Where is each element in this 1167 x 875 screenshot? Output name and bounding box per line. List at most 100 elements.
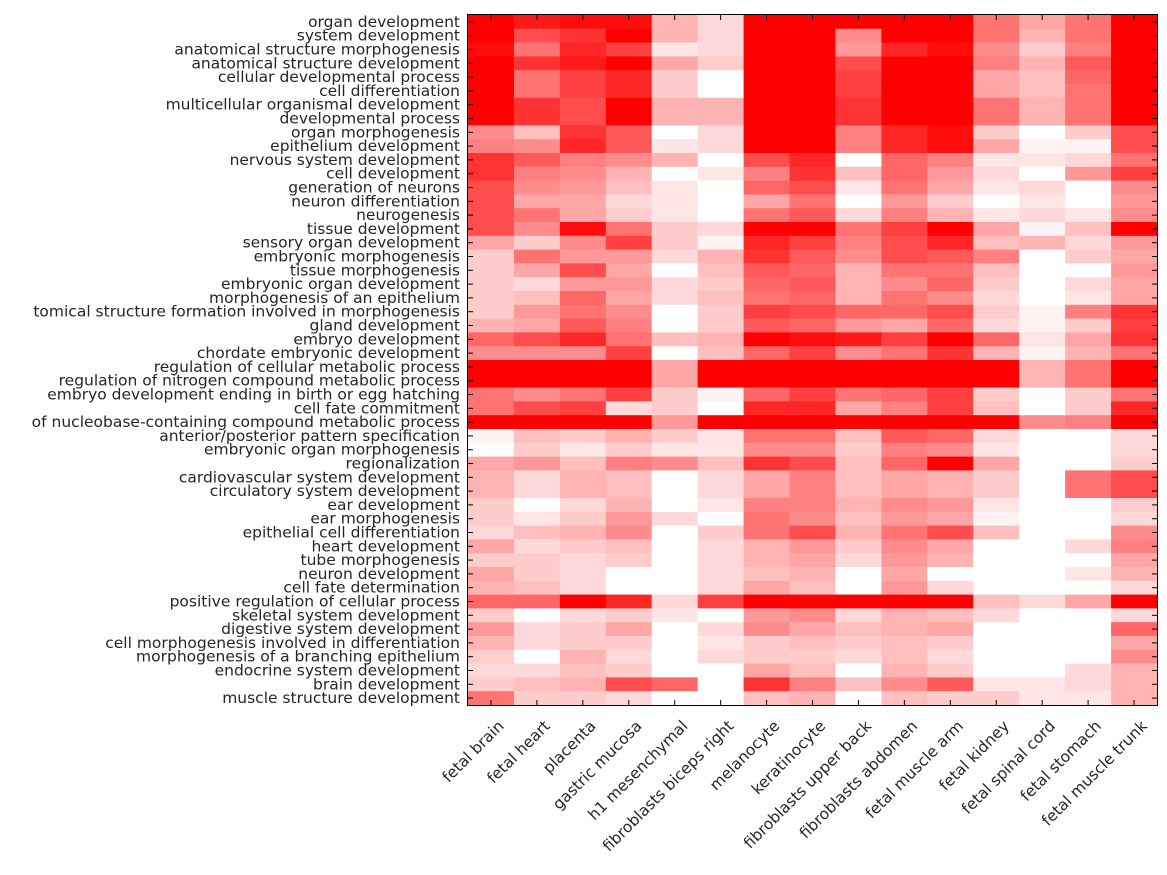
heatmap-cell: [559, 208, 607, 223]
heatmap-cell: [1065, 125, 1112, 140]
heatmap-cell: [605, 580, 653, 596]
heatmap-cell: [651, 28, 699, 44]
heatmap-cell: [605, 442, 653, 458]
heatmap-cell: [973, 539, 1020, 554]
heatmap-cell: [881, 318, 928, 333]
heatmap-cell: [559, 415, 607, 430]
heatmap-cell: [651, 15, 699, 30]
heatmap-cell: [1019, 166, 1066, 182]
heatmap-cell: [605, 304, 653, 320]
heatmap-cell: [1065, 56, 1112, 71]
heatmap-cell: [1065, 511, 1112, 527]
heatmap-cell: [789, 594, 837, 609]
heatmap-cell: [789, 622, 837, 637]
heatmap-cell: [973, 415, 1020, 430]
heatmap-cell: [881, 677, 928, 692]
heatmap-cell: [835, 97, 882, 113]
heatmap-cell: [468, 360, 515, 375]
row-label: cell morphogenesis involved in different…: [105, 634, 460, 652]
heatmap-cell: [927, 194, 974, 209]
heatmap-cell: [513, 456, 561, 471]
heatmap-cell: [789, 442, 837, 458]
heatmap-cell: [513, 153, 561, 168]
heatmap-cell: [743, 28, 791, 44]
heatmap-cell: [927, 649, 974, 665]
heatmap-cell: [605, 84, 653, 99]
heatmap-cell: [468, 442, 515, 458]
heatmap-cell: [605, 498, 653, 513]
heatmap-cell: [927, 208, 974, 223]
heatmap-cell: [927, 415, 974, 430]
heatmap-cell: [881, 70, 928, 85]
heatmap-cell: [835, 691, 882, 706]
heatmap-cell: [697, 125, 745, 140]
heatmap-cell: [697, 498, 745, 513]
heatmap-cell: [881, 498, 928, 513]
heatmap-cell: [697, 567, 745, 582]
heatmap-cell: [559, 28, 607, 44]
heatmap-cell: [973, 511, 1020, 527]
heatmap-cell: [743, 97, 791, 113]
heatmap-cell: [1065, 222, 1112, 237]
heatmap-cell: [651, 373, 699, 389]
heatmap-cell: [468, 111, 515, 126]
heatmap-cell: [605, 15, 653, 30]
heatmap-cell: [468, 553, 515, 568]
heatmap-cell: [835, 567, 882, 582]
row-label: anatomical structure development: [191, 54, 460, 72]
heatmap-cell: [651, 691, 699, 706]
heatmap-cell: [559, 442, 607, 458]
heatmap-cell: [835, 208, 882, 223]
heatmap-cell: [513, 567, 561, 582]
heatmap-cell: [559, 304, 607, 320]
heatmap-cell: [559, 553, 607, 568]
heatmap-cell: [789, 636, 837, 651]
heatmap-cell: [927, 525, 974, 540]
heatmap-cell: [927, 111, 974, 126]
heatmap-cell: [513, 139, 561, 154]
heatmap-cell: [468, 608, 515, 623]
row-label: ear morphogenesis: [310, 510, 460, 528]
heatmap-cell: [789, 111, 837, 126]
heatmap-cell: [697, 691, 745, 706]
heatmap-cell: [1065, 442, 1112, 458]
heatmap-cell: [697, 139, 745, 154]
heatmap-cell: [835, 553, 882, 568]
heatmap-cell: [1019, 125, 1066, 140]
heatmap-cell: [743, 222, 791, 237]
heatmap-cell: [1111, 539, 1158, 554]
heatmap-cell: [1065, 360, 1112, 375]
heatmap-cell: [743, 511, 791, 527]
heatmap-cell: [559, 84, 607, 99]
heatmap-cell: [835, 649, 882, 665]
heatmap-cell: [605, 194, 653, 209]
heatmap-cell: [1019, 580, 1066, 596]
heatmap-cell: [973, 318, 1020, 333]
heatmap-cell: [973, 180, 1020, 195]
heatmap-cell: [651, 139, 699, 154]
heatmap-cell: [651, 153, 699, 168]
heatmap-cell: [881, 567, 928, 582]
heatmap-cell: [927, 677, 974, 692]
heatmap-cell: [468, 677, 515, 692]
heatmap-cell: [468, 194, 515, 209]
heatmap-cell: [789, 249, 837, 264]
heatmap-cell: [973, 42, 1020, 57]
heatmap-cell: [651, 180, 699, 195]
heatmap-cell: [468, 401, 515, 416]
heatmap-cell: [973, 360, 1020, 375]
heatmap-cell: [605, 553, 653, 568]
heatmap-cell: [651, 346, 699, 361]
heatmap-cell: [1111, 222, 1158, 237]
heatmap-cell: [697, 663, 745, 678]
heatmap-cell: [468, 539, 515, 554]
heatmap-cell: [881, 208, 928, 223]
heatmap-cell: [1019, 28, 1066, 44]
heatmap-cell: [651, 594, 699, 609]
heatmap-cell: [651, 539, 699, 554]
heatmap-cell: [697, 622, 745, 637]
heatmap-cell: [513, 222, 561, 237]
heatmap-cell: [835, 608, 882, 623]
heatmap-cell: [927, 42, 974, 57]
heatmap-cell: [1019, 373, 1066, 389]
